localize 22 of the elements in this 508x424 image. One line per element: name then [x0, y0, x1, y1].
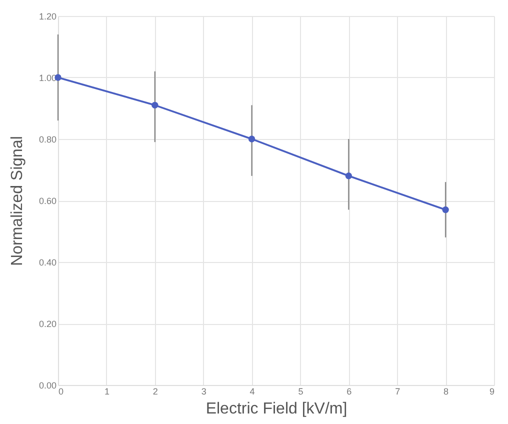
point [442, 206, 449, 214]
point [152, 102, 158, 109]
x-axis-title: Electric Field [kV/m] [206, 400, 348, 418]
x-tick-label: 3 [201, 386, 206, 396]
y-tick-label: 1.20 [38, 12, 56, 22]
x-tick-label: 2 [152, 386, 158, 396]
x-tick-label: 9 [489, 386, 494, 396]
y-tick-label: 0.20 [38, 319, 56, 329]
x-tick-label: 4 [250, 386, 255, 396]
x-tick-label: 7 [395, 386, 400, 396]
x-tick-label: 5 [298, 386, 304, 396]
y-tick-label: 0.80 [38, 134, 56, 144]
point [345, 172, 352, 180]
x-tick-label: 8 [444, 386, 449, 396]
y-tick-label: 0.40 [38, 258, 56, 268]
x-tick-label: 6 [346, 386, 352, 396]
x-tick-label: 1 [104, 386, 110, 396]
x-tick-label: 0 [58, 386, 64, 396]
y-tick-label: 0.60 [38, 196, 56, 206]
y-axis-title: Normalized Signal [8, 136, 26, 266]
point [248, 136, 256, 142]
y-tick-label: 0.00 [38, 380, 56, 390]
